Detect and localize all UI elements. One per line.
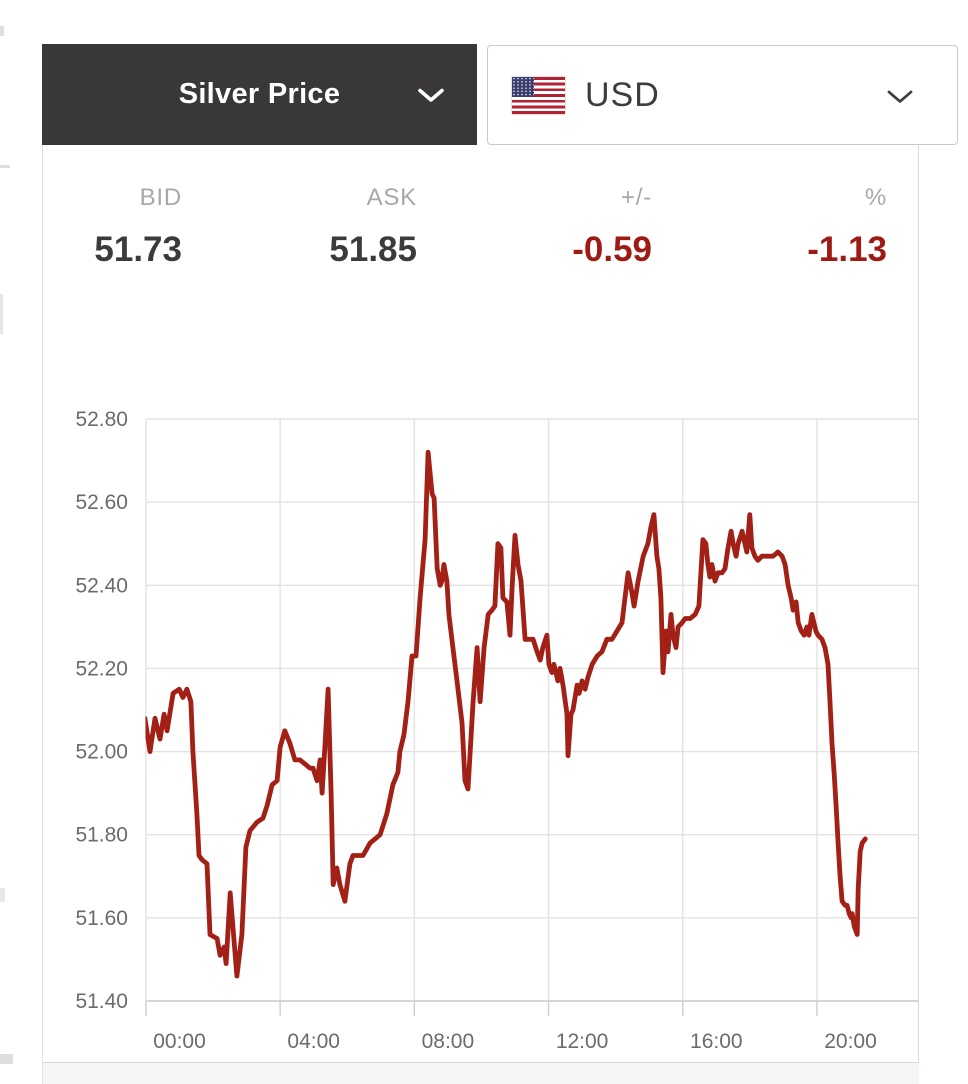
change-value: -0.59 [572, 230, 652, 269]
metal-selector-label: Silver Price [178, 78, 341, 110]
ask-value: 51.85 [329, 230, 417, 269]
chevron-down-icon [887, 90, 913, 103]
ask-column: ASK 51.85 [182, 184, 417, 268]
metal-selector-dropdown[interactable]: Silver Price [42, 44, 477, 145]
x-axis-label: 16:00 [690, 1030, 743, 1053]
percent-value: -1.13 [807, 230, 887, 269]
page-edge-artifact [0, 294, 3, 334]
page-edge-artifact [0, 1054, 13, 1064]
page-edge-artifact [0, 26, 4, 36]
price-line-series [145, 449, 868, 979]
chart-axis-labels: 52.80 52.60 52.40 52.20 52.00 51.80 51.60 51.40… [75, 408, 876, 1053]
x-axis-label: 08:00 [422, 1030, 475, 1053]
percent-column: % -1.13 [652, 184, 887, 268]
y-axis-label: 52.60 [75, 491, 128, 514]
quote-stats: BID 51.73 ASK 51.85 +/- -0.59 % -1.13 [42, 184, 887, 268]
x-axis-label: 04:00 [287, 1030, 340, 1053]
bid-value: 51.73 [94, 230, 182, 269]
chart-axes [145, 1000, 919, 1016]
page-edge-artifact [0, 888, 5, 902]
quote-card [42, 145, 919, 1084]
us-flag-icon [512, 76, 565, 114]
change-column: +/- -0.59 [417, 184, 652, 268]
change-label: +/- [620, 184, 652, 211]
percent-label: % [864, 184, 887, 211]
x-axis-label: 20:00 [824, 1030, 877, 1053]
chevron-down-icon [418, 88, 444, 102]
bid-column: BID 51.73 [42, 184, 182, 268]
y-axis-label: 51.80 [75, 824, 128, 847]
bid-label: BID [139, 184, 182, 211]
currency-selector-label: USD [585, 75, 660, 114]
currency-selector-dropdown[interactable]: USD [487, 45, 958, 145]
y-axis-label: 52.80 [75, 408, 128, 431]
y-axis-label: 52.40 [75, 574, 128, 597]
page-edge-artifact [0, 165, 10, 168]
y-axis-label: 51.60 [75, 907, 128, 930]
ask-label: ASK [366, 184, 417, 211]
y-axis-label: 51.40 [75, 990, 128, 1013]
x-axis-label: 00:00 [153, 1030, 206, 1053]
widget-footer-band [43, 1062, 919, 1084]
x-axis-label: 12:00 [556, 1030, 609, 1053]
y-axis-label: 52.20 [75, 657, 128, 680]
chart-gridlines [145, 418, 919, 1002]
y-axis-label: 52.00 [75, 741, 128, 764]
